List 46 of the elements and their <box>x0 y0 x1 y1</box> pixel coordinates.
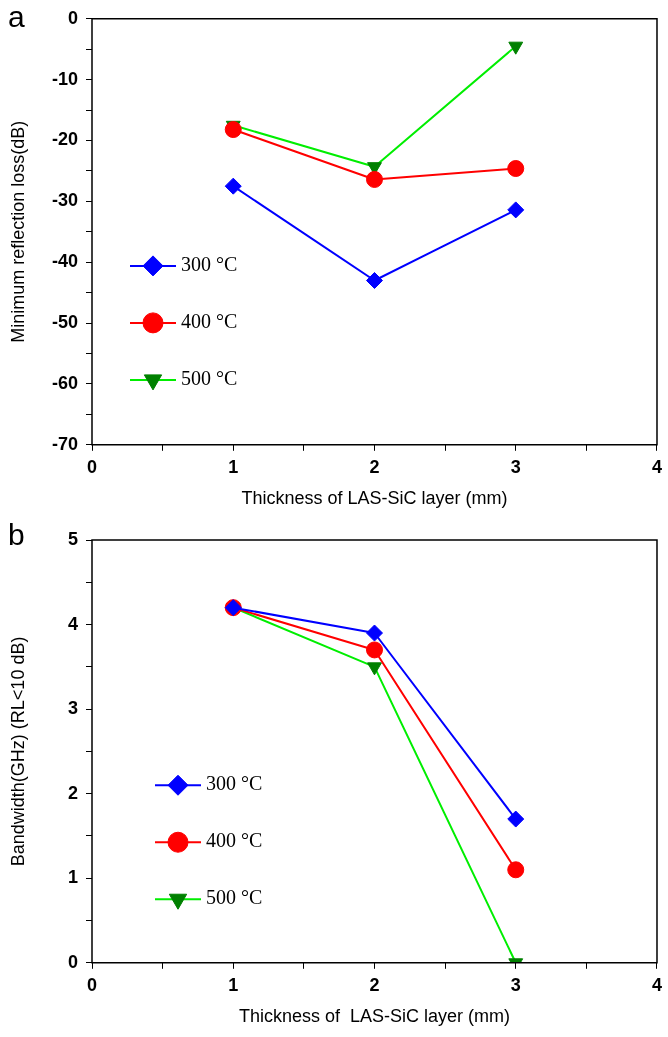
y-tick-label: 2 <box>67 782 78 803</box>
y-tick-label: -10 <box>51 68 78 89</box>
y-tick-label: -70 <box>51 433 78 454</box>
legend-label: 500 °C <box>181 367 238 390</box>
point <box>507 810 525 828</box>
point <box>507 861 525 879</box>
y-tick-label: -40 <box>51 251 78 272</box>
x-tick-label: 1 <box>228 974 239 995</box>
text: a <box>8 0 25 34</box>
point <box>224 177 242 195</box>
y-tick-label: 4 <box>67 613 78 634</box>
x-tick-label: 3 <box>510 974 521 995</box>
y-axis-title: Bandwidth(GHz) (RL<10 dB) <box>7 636 28 867</box>
x-axis-title: Thickness of LAS-SiC layer (mm) <box>241 488 508 509</box>
x-tick-label: 4 <box>651 974 662 995</box>
y-tick-label: 0 <box>67 951 78 972</box>
x-tick-label: 1 <box>228 456 239 477</box>
point <box>507 160 525 178</box>
point <box>366 271 383 289</box>
y-tick-label: -30 <box>51 190 78 211</box>
y-tick-label: 0 <box>67 7 78 28</box>
point <box>366 624 383 642</box>
x-axis-title: Thickness of LAS-SiC layer (mm) <box>238 1006 511 1027</box>
text: b <box>8 518 25 552</box>
point <box>366 641 383 659</box>
legend-label: 300 °C <box>206 772 263 795</box>
y-axis-title: Minimum reflection loss(dB) <box>7 120 28 343</box>
legend-label: 400 °C <box>181 310 238 333</box>
x-tick-label: 0 <box>86 456 98 477</box>
point <box>224 121 242 139</box>
x-tick-label: 4 <box>651 456 662 477</box>
legend-label: 300 °C <box>181 253 238 276</box>
point <box>507 201 525 219</box>
x-tick-label: 3 <box>510 456 521 477</box>
y-tick-label: 3 <box>67 698 78 719</box>
y-tick-label: 1 <box>67 867 78 888</box>
x-tick-label: 0 <box>86 974 98 995</box>
y-tick-label: 5 <box>67 528 78 549</box>
legend-label: 500 °C <box>206 886 263 909</box>
y-tick-label: -50 <box>51 312 78 333</box>
point <box>366 170 383 188</box>
y-tick-label: -20 <box>51 129 78 150</box>
x-tick-label: 2 <box>369 456 380 477</box>
y-tick-label: -60 <box>51 372 78 393</box>
x-tick-label: 2 <box>369 974 380 995</box>
legend-label: 400 °C <box>206 829 263 852</box>
